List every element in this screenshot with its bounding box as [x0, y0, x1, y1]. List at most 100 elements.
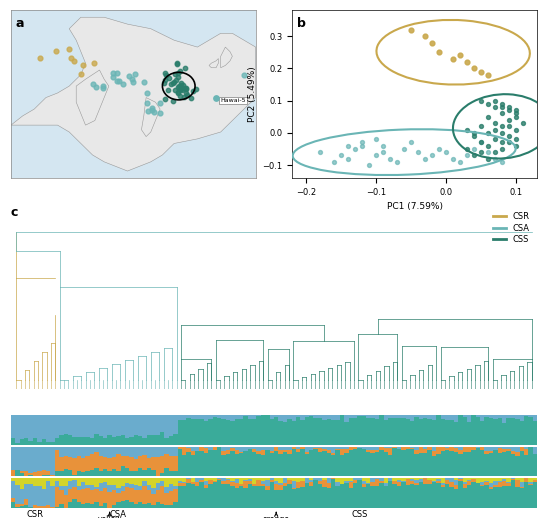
Bar [335, 482, 340, 486]
Bar [46, 442, 50, 444]
Bar [287, 454, 292, 476]
Bar [349, 418, 353, 444]
Bar [300, 415, 305, 420]
Bar [68, 457, 72, 470]
Bar [498, 479, 502, 481]
Bar [432, 456, 436, 476]
Bar [498, 415, 502, 419]
Bar [164, 454, 169, 468]
Bar [318, 448, 322, 452]
Bar [33, 415, 37, 438]
Bar [287, 450, 292, 454]
Point [344, 154, 353, 163]
Bar [138, 436, 142, 444]
Bar [142, 479, 147, 481]
Bar [414, 485, 419, 508]
Bar [305, 417, 309, 444]
Point [512, 141, 521, 150]
Bar [287, 419, 292, 444]
Bar [90, 505, 94, 508]
Point [435, 145, 443, 153]
Bar [204, 453, 208, 476]
Bar [463, 488, 467, 508]
Bar [186, 480, 191, 483]
Point [477, 96, 486, 105]
Bar [506, 486, 511, 508]
Point [171, 69, 180, 78]
Bar [388, 415, 392, 418]
Bar [441, 483, 445, 485]
Bar [186, 447, 191, 448]
Bar [300, 481, 305, 487]
Point [131, 70, 140, 78]
Bar [15, 415, 20, 443]
Bar [15, 443, 20, 444]
Bar [134, 479, 138, 485]
Point [484, 99, 493, 108]
Bar [270, 447, 274, 451]
Bar [498, 481, 502, 482]
Point [358, 138, 367, 147]
Bar [397, 482, 401, 486]
Bar [414, 415, 419, 417]
Bar [142, 455, 147, 470]
Point [70, 56, 78, 65]
Bar [99, 436, 103, 444]
Bar [28, 415, 33, 441]
Bar [235, 447, 239, 450]
Bar [112, 505, 116, 508]
Bar [511, 451, 515, 454]
Point [463, 151, 471, 160]
Point [161, 94, 170, 103]
Bar [64, 447, 68, 456]
Bar [436, 447, 441, 454]
Polygon shape [76, 70, 109, 125]
Bar [287, 447, 292, 450]
Point [505, 116, 513, 124]
Bar [489, 451, 493, 453]
Bar [199, 448, 204, 451]
Bar [392, 481, 397, 483]
Bar [182, 479, 186, 482]
Bar [226, 420, 230, 444]
Bar [388, 418, 392, 444]
Bar [344, 483, 349, 508]
Bar [498, 487, 502, 508]
Bar [318, 452, 322, 476]
Bar [195, 415, 199, 419]
Bar [313, 419, 318, 444]
Bar [533, 421, 537, 444]
Bar [164, 438, 169, 444]
Bar [15, 447, 20, 470]
Bar [480, 447, 484, 450]
Bar [449, 486, 454, 508]
Bar [147, 485, 151, 490]
Point [505, 132, 513, 140]
Bar [204, 415, 208, 421]
Bar [401, 482, 406, 508]
Bar [85, 447, 90, 456]
Point [490, 119, 499, 127]
Bar [388, 449, 392, 455]
Bar [309, 486, 313, 508]
Bar [397, 415, 401, 418]
Bar [392, 479, 397, 481]
Point [421, 32, 430, 40]
Point [477, 148, 486, 156]
Bar [340, 479, 344, 484]
Bar [178, 415, 182, 420]
Bar [384, 486, 388, 508]
Bar [274, 415, 278, 416]
Bar [182, 420, 186, 444]
Bar [283, 415, 287, 422]
Bar [64, 495, 68, 508]
Bar [15, 507, 20, 508]
Bar [24, 415, 28, 438]
Bar [379, 447, 384, 450]
Point [174, 89, 182, 97]
Bar [445, 479, 449, 480]
Bar [427, 484, 432, 508]
Bar [463, 479, 467, 482]
Bar [15, 505, 20, 507]
Bar [419, 419, 423, 444]
